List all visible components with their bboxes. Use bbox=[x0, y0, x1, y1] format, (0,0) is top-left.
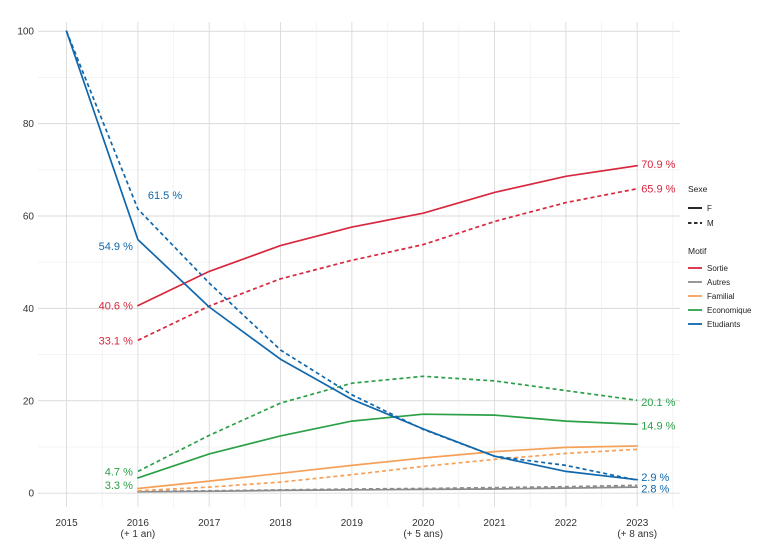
series-line-autres-f bbox=[137, 486, 639, 493]
x-tick-label: 2015 bbox=[55, 518, 78, 529]
series-line-autres-m bbox=[137, 484, 638, 493]
legend-label-motif: Sortie bbox=[707, 264, 728, 273]
data-label: 40.6 % bbox=[99, 301, 133, 313]
y-tick-label: 0 bbox=[28, 489, 34, 500]
series-lines bbox=[65, 30, 639, 493]
data-label: 14.9 % bbox=[641, 421, 675, 433]
y-tick-label: 100 bbox=[17, 27, 34, 38]
series-line-sortie-f bbox=[137, 164, 639, 307]
data-label: 65.9 % bbox=[641, 183, 675, 195]
x-tick-label: 2018 bbox=[269, 518, 292, 529]
legend-label-motif: Autres bbox=[707, 278, 730, 287]
x-tick-label: 2016 bbox=[127, 518, 150, 529]
x-tick-label: 2021 bbox=[483, 518, 506, 529]
x-tick-label: 2022 bbox=[555, 518, 578, 529]
legend-title-sexe: Sexe bbox=[688, 184, 708, 194]
series-line-sortie-m bbox=[137, 187, 638, 342]
legend-title-motif: Motif bbox=[688, 246, 707, 256]
data-label: 70.9 % bbox=[641, 159, 675, 171]
grid bbox=[38, 22, 680, 507]
x-tick-label: (+ 5 ans) bbox=[403, 529, 443, 540]
legend-label-motif: Economique bbox=[707, 306, 752, 315]
legend-label-motif: Familial bbox=[707, 292, 735, 301]
x-tick-label: 2023 bbox=[626, 518, 649, 529]
legend-label-sexe: M bbox=[707, 219, 714, 228]
y-tick-label: 80 bbox=[23, 119, 35, 130]
x-tick-label: (+ 8 ans) bbox=[617, 529, 657, 540]
series-line-etudiants-f bbox=[65, 30, 639, 481]
series-line-economique-f bbox=[137, 413, 639, 479]
x-tick-label: 2017 bbox=[198, 518, 221, 529]
x-tick-label: (+ 1 an) bbox=[120, 529, 155, 540]
data-label: 20.1 % bbox=[641, 397, 675, 409]
y-tick-label: 60 bbox=[23, 212, 35, 223]
x-tick-label: 2019 bbox=[341, 518, 364, 529]
data-label: 4.7 % bbox=[105, 466, 133, 478]
data-label: 33.1 % bbox=[99, 335, 133, 347]
axes: 0 20 40 60 80 100 2015 2016(+ 1 an) 2017 2018 2019… bbox=[17, 27, 657, 540]
data-label: 54.9 % bbox=[99, 241, 133, 253]
data-labels: 40.6 % 33.1 % 4.7 % 3.3 % 54.9 % 61.5 % 70.9 %… bbox=[99, 159, 676, 496]
data-label: 2.8 % bbox=[641, 484, 669, 496]
series-line-familial-f bbox=[137, 445, 639, 490]
data-label: 61.5 % bbox=[148, 190, 182, 202]
series-line-economique-m bbox=[137, 375, 638, 473]
legend-label-motif: Etudiants bbox=[707, 320, 740, 329]
y-tick-label: 40 bbox=[23, 304, 35, 315]
legend-label-sexe: F bbox=[707, 204, 712, 213]
y-tick-label: 20 bbox=[23, 396, 35, 407]
x-tick-label: 2020 bbox=[412, 518, 435, 529]
data-label: 3.3 % bbox=[105, 480, 133, 492]
series-line-etudiants-m bbox=[65, 30, 638, 482]
data-label: 2.9 % bbox=[641, 472, 669, 484]
